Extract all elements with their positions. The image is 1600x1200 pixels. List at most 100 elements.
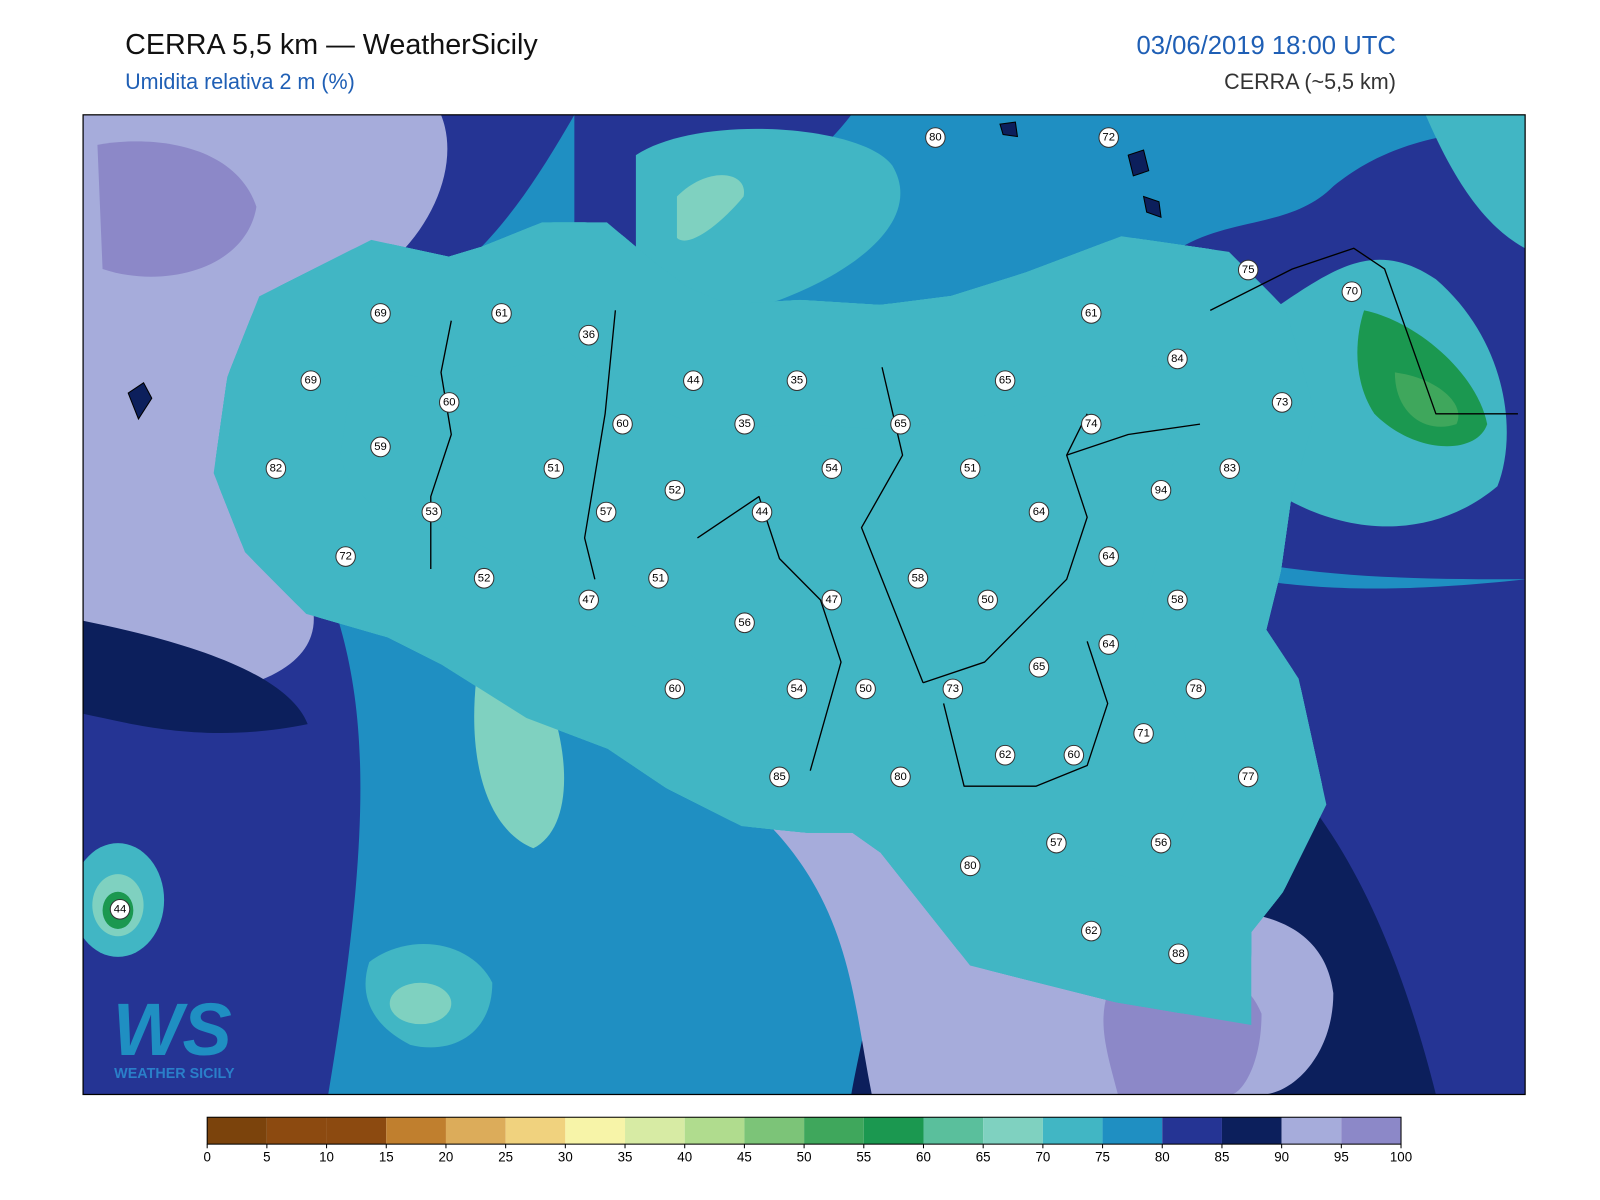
- colorbar-swatch: [1102, 1117, 1163, 1145]
- station: 64: [1098, 634, 1119, 655]
- station-value: 85: [773, 771, 786, 783]
- station-marker: [664, 678, 686, 700]
- colorbar-swatch: [863, 1117, 924, 1145]
- station-marker: [1081, 920, 1102, 942]
- station-value: 88: [1172, 948, 1185, 960]
- subtitle: Umidita relativa 2 m (%): [125, 69, 355, 94]
- station: 44: [683, 370, 704, 392]
- logo-name: WEATHER SICILY: [114, 1066, 235, 1082]
- station: 62: [994, 744, 1016, 766]
- station: 50: [855, 678, 876, 700]
- station-value: 64: [1033, 506, 1046, 518]
- station-marker: [1237, 259, 1259, 281]
- colorbar-swatch: [684, 1117, 745, 1145]
- title: CERRA 5,5 km — WeatherSicily: [125, 29, 538, 61]
- station-marker: [1167, 589, 1188, 611]
- colorbar-tick-label: 90: [1274, 1150, 1289, 1165]
- station-value: 80: [964, 860, 977, 872]
- colorbar-swatch: [386, 1117, 446, 1145]
- station-marker: [855, 678, 876, 700]
- station-value: 47: [826, 594, 839, 606]
- station-marker: [1081, 303, 1102, 324]
- station-value: 51: [652, 572, 665, 584]
- station-marker: [977, 589, 998, 611]
- station-value: 65: [1033, 661, 1046, 673]
- station-value: 65: [894, 418, 907, 430]
- station-value: 57: [600, 506, 613, 518]
- station-value: 54: [791, 683, 804, 695]
- station: 94: [1150, 480, 1172, 501]
- station: 75: [1237, 259, 1259, 281]
- station-marker: [578, 589, 599, 611]
- station-value: 52: [478, 572, 491, 584]
- colorbar-swatch: [207, 1117, 267, 1145]
- station: 51: [959, 458, 981, 479]
- station-marker: [664, 480, 686, 501]
- station-marker: [786, 678, 808, 700]
- datetime: 03/06/2019 18:00 UTC: [1136, 32, 1395, 60]
- station-value: 65: [999, 375, 1012, 387]
- station-value: 74: [1085, 418, 1098, 430]
- station: 54: [821, 458, 843, 479]
- station-marker: [1167, 348, 1188, 370]
- station-marker: [769, 766, 790, 788]
- station-marker: [821, 458, 843, 479]
- station: 56: [734, 612, 755, 634]
- station-value: 73: [1276, 396, 1289, 408]
- colorbar-tick-label: 15: [379, 1150, 394, 1165]
- station: 69: [370, 303, 391, 324]
- map: [83, 114, 1526, 1095]
- station: 64: [1028, 501, 1050, 523]
- colorbar-swatch: [445, 1117, 506, 1145]
- station: 65: [994, 370, 1016, 392]
- station-marker: [925, 127, 946, 148]
- station: 47: [578, 589, 599, 611]
- station: 82: [265, 458, 287, 479]
- station-value: 53: [426, 506, 439, 518]
- station: 51: [648, 567, 669, 589]
- colorbar-swatch: [1281, 1117, 1342, 1145]
- station-marker: [370, 436, 391, 458]
- colorbar-tick-label: 50: [797, 1150, 812, 1165]
- station-marker: [959, 855, 981, 877]
- station-marker: [1046, 832, 1067, 854]
- station: 58: [1167, 589, 1188, 611]
- station: 72: [1098, 127, 1119, 148]
- station: 35: [734, 413, 755, 435]
- station-value: 57: [1050, 837, 1063, 849]
- station-marker: [370, 303, 391, 324]
- station: 53: [421, 501, 443, 523]
- colorbar-swatch: [1042, 1117, 1103, 1145]
- colorbar-swatch: [744, 1117, 805, 1145]
- station-value: 72: [1102, 132, 1115, 144]
- station-value: 60: [669, 683, 682, 695]
- colorbar-tick-label: 55: [856, 1150, 871, 1165]
- station: 50: [977, 589, 998, 611]
- station-marker: [648, 567, 669, 589]
- station: 58: [907, 567, 929, 589]
- station-value: 35: [791, 375, 804, 387]
- station-marker: [1219, 458, 1240, 479]
- station-value: 51: [964, 463, 977, 475]
- station-value: 52: [669, 484, 682, 496]
- station-marker: [890, 413, 911, 435]
- station: 78: [1185, 678, 1207, 700]
- station-value: 47: [582, 594, 595, 606]
- station-marker: [994, 744, 1016, 766]
- station-marker: [1150, 832, 1172, 854]
- station-marker: [421, 501, 443, 523]
- station: 80: [959, 855, 981, 877]
- station: 72: [335, 546, 356, 567]
- station-marker: [994, 370, 1016, 392]
- station-marker: [1168, 943, 1189, 965]
- station-marker: [942, 678, 964, 700]
- station-value: 61: [495, 307, 508, 319]
- colorbar-tick-label: 85: [1215, 1150, 1230, 1165]
- colorbar-tick-label: 20: [439, 1150, 454, 1165]
- station: 65: [890, 413, 911, 435]
- model-label: CERRA (~5,5 km): [1224, 69, 1396, 94]
- station-value: 62: [999, 749, 1012, 761]
- station-marker: [1098, 546, 1119, 567]
- station-value: 71: [1137, 727, 1150, 739]
